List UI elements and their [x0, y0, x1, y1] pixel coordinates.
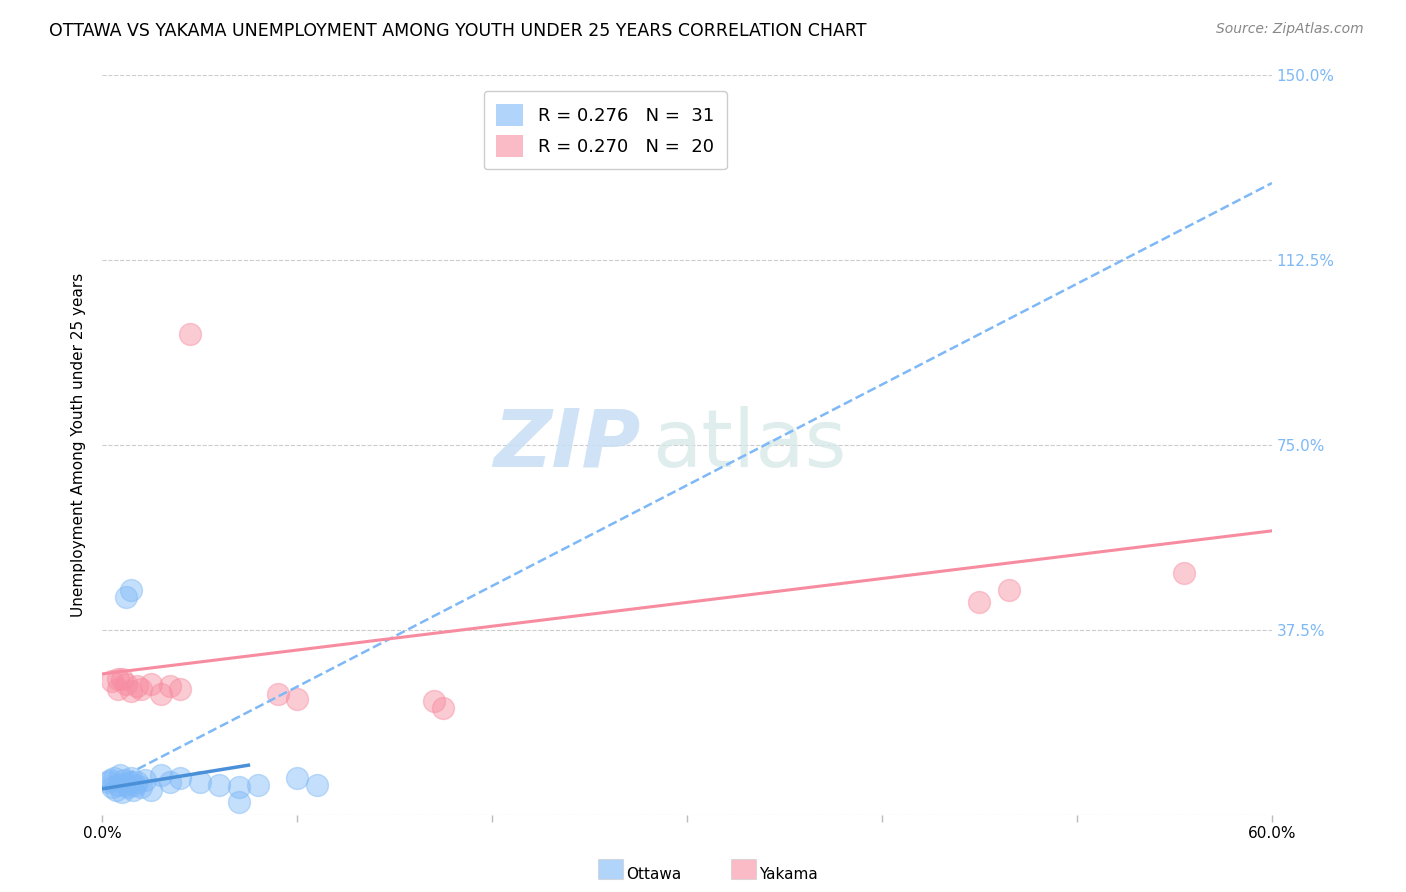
- Point: [285, 691, 308, 706]
- Point: [997, 582, 1019, 597]
- Text: Yakama: Yakama: [759, 867, 818, 881]
- Point: [120, 684, 142, 698]
- Point: [969, 595, 991, 609]
- Point: [111, 672, 134, 686]
- Point: [228, 795, 250, 809]
- Point: [114, 591, 136, 605]
- Point: [139, 782, 162, 797]
- Text: Source: ZipAtlas.com: Source: ZipAtlas.com: [1216, 22, 1364, 37]
- Point: [179, 326, 201, 341]
- Point: [1173, 566, 1195, 580]
- Point: [120, 771, 142, 785]
- Point: [114, 778, 136, 792]
- Point: [107, 681, 129, 696]
- Point: [129, 681, 152, 696]
- Point: [432, 701, 454, 715]
- Point: [169, 681, 191, 696]
- Point: [97, 775, 120, 789]
- Point: [108, 768, 131, 782]
- Point: [139, 677, 162, 691]
- Point: [127, 775, 149, 789]
- Point: [107, 672, 129, 686]
- Point: [285, 771, 308, 785]
- Point: [112, 772, 135, 787]
- Point: [124, 778, 146, 792]
- Point: [134, 772, 156, 787]
- Point: [127, 679, 149, 693]
- Point: [422, 694, 444, 708]
- Point: [117, 780, 139, 795]
- Text: atlas: atlas: [652, 406, 846, 483]
- Text: OTTAWA VS YAKAMA UNEMPLOYMENT AMONG YOUTH UNDER 25 YEARS CORRELATION CHART: OTTAWA VS YAKAMA UNEMPLOYMENT AMONG YOUT…: [49, 22, 866, 40]
- Point: [98, 772, 121, 787]
- Legend: R = 0.276   N =  31, R = 0.270   N =  20: R = 0.276 N = 31, R = 0.270 N = 20: [484, 91, 727, 169]
- Point: [120, 582, 142, 597]
- Point: [228, 780, 250, 795]
- Point: [149, 687, 172, 701]
- Bar: [731, 859, 756, 879]
- Point: [169, 771, 191, 785]
- Text: ZIP: ZIP: [494, 406, 640, 483]
- Point: [266, 687, 288, 701]
- Point: [159, 679, 181, 693]
- Point: [104, 782, 127, 797]
- Point: [149, 768, 172, 782]
- Point: [114, 677, 136, 691]
- Point: [188, 775, 211, 789]
- Point: [247, 778, 270, 792]
- Point: [111, 785, 134, 799]
- Point: [107, 778, 129, 792]
- Point: [208, 778, 231, 792]
- Point: [103, 771, 125, 785]
- Point: [101, 780, 124, 795]
- Bar: [598, 859, 623, 879]
- Point: [305, 778, 328, 792]
- Point: [101, 674, 124, 689]
- Point: [122, 782, 145, 797]
- Text: Ottawa: Ottawa: [626, 867, 681, 881]
- Y-axis label: Unemployment Among Youth under 25 years: Unemployment Among Youth under 25 years: [72, 272, 86, 616]
- Point: [159, 775, 181, 789]
- Point: [118, 775, 141, 789]
- Point: [129, 780, 152, 795]
